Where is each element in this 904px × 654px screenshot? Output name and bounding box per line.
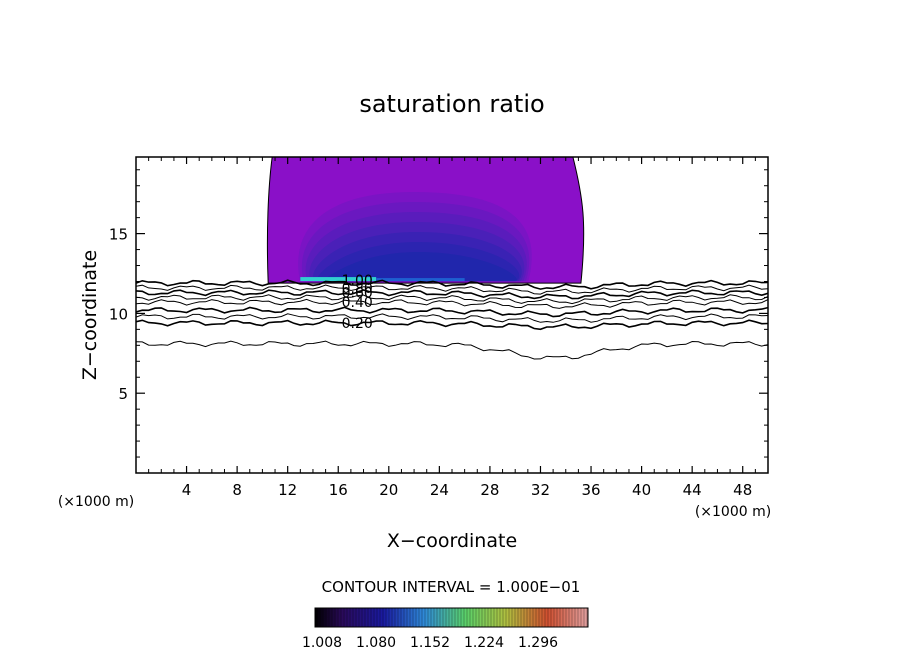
y-tick-label: 15 — [109, 226, 128, 244]
x-axis-ticks: 4 8 12 16 20 24 28 32 36 40 44 48 — [148, 157, 756, 499]
contour-line — [136, 279, 768, 290]
x-tick-label: 20 — [379, 481, 398, 499]
chart-title: saturation ratio — [359, 90, 544, 118]
contour-line — [136, 313, 768, 323]
contour-label: 1.00 — [342, 273, 373, 289]
x-tick-label: 8 — [232, 481, 242, 499]
contour-interval-text: CONTOUR INTERVAL = 1.000E−01 — [322, 578, 581, 596]
x-tick-label: 48 — [733, 481, 752, 499]
contour-label: 0.20 — [342, 316, 373, 332]
x-axis-label: X−coordinate — [387, 530, 517, 552]
x-tick-label: 24 — [430, 481, 449, 499]
sat-peak-strip — [376, 278, 465, 282]
colorbar — [314, 607, 589, 628]
colorbar-tick-label: 1.152 — [410, 635, 450, 651]
colorbar-labels: 1.008 1.080 1.152 1.224 1.296 — [302, 635, 558, 651]
y-tick-label: 10 — [109, 305, 128, 323]
x-tick-label: 40 — [632, 481, 651, 499]
colorbar-tick-label: 1.224 — [464, 635, 504, 651]
contour-label: 0.40 — [342, 295, 373, 311]
contour-line — [136, 306, 768, 318]
sat-band — [320, 252, 517, 283]
x-unit-right: (×1000 m) — [695, 504, 771, 520]
contour-label: 0.60 — [342, 286, 373, 302]
colorbar-stripes — [316, 608, 588, 627]
x-tick-label: 32 — [531, 481, 550, 499]
contour-label: 0.80 — [342, 281, 373, 297]
x-tick-label: 16 — [329, 481, 348, 499]
contour-line — [136, 294, 768, 305]
y-tick-label: 5 — [118, 385, 128, 403]
contour-line — [136, 284, 768, 295]
x-tick-label: 12 — [278, 481, 297, 499]
y-axis-label: Z−coordinate — [79, 250, 101, 380]
sat-peak-strip — [300, 277, 377, 282]
x-unit-left: (×1000 m) — [58, 494, 134, 510]
x-tick-label: 28 — [480, 481, 499, 499]
x-tick-label: 36 — [581, 481, 600, 499]
x-tick-label: 4 — [182, 481, 192, 499]
contour-line — [136, 319, 768, 331]
colorbar-tick-label: 1.296 — [518, 635, 558, 651]
supersaturated-region — [266, 157, 585, 284]
y-axis-ticks: 5 10 15 — [109, 169, 768, 458]
contour-label-group: 1.000.800.600.40 0.20 — [342, 273, 373, 332]
contour-line — [136, 289, 768, 300]
contour-line — [136, 340, 768, 360]
x-tick-label: 44 — [683, 481, 702, 499]
contour-lines — [136, 279, 768, 360]
colorbar-tick-label: 1.080 — [356, 635, 396, 651]
colorbar-tick-label: 1.008 — [302, 635, 342, 651]
contour-line — [136, 298, 768, 309]
